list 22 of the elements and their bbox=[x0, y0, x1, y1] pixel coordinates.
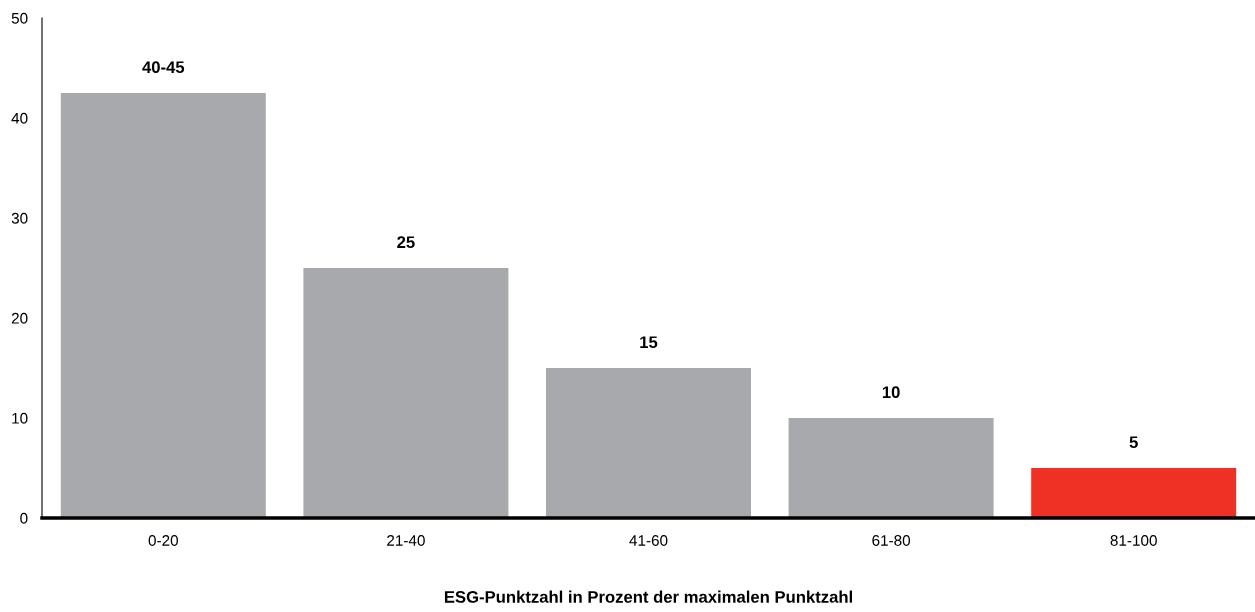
y-tick-label: 0 bbox=[20, 512, 28, 524]
y-tick-label: 30 bbox=[11, 212, 28, 224]
x-tick-label: 21-40 bbox=[387, 535, 425, 546]
bar bbox=[788, 418, 994, 518]
x-axis-title: ESG-Punktzahl in Prozent der maximalen Punktzahl bbox=[444, 590, 852, 603]
data-label: 5 bbox=[1129, 436, 1138, 449]
x-tick-label: 41-60 bbox=[629, 535, 668, 546]
y-tick-label: 10 bbox=[12, 412, 28, 424]
x-tick-label: 61-80 bbox=[872, 535, 911, 546]
x-tick-label: 0-20 bbox=[148, 535, 178, 546]
bar bbox=[303, 268, 509, 518]
y-tick-label: 50 bbox=[11, 12, 28, 24]
data-label: 40-45 bbox=[142, 61, 185, 74]
y-tick-label: 40 bbox=[11, 112, 28, 124]
bar bbox=[546, 368, 751, 518]
y-tick-label: 20 bbox=[11, 312, 28, 324]
x-tick-label: 81-100 bbox=[1110, 535, 1157, 546]
data-label: 15 bbox=[640, 336, 658, 349]
bar bbox=[60, 93, 266, 518]
data-label: 10 bbox=[882, 386, 900, 399]
data-label: 25 bbox=[397, 236, 415, 249]
bar bbox=[1031, 468, 1237, 518]
